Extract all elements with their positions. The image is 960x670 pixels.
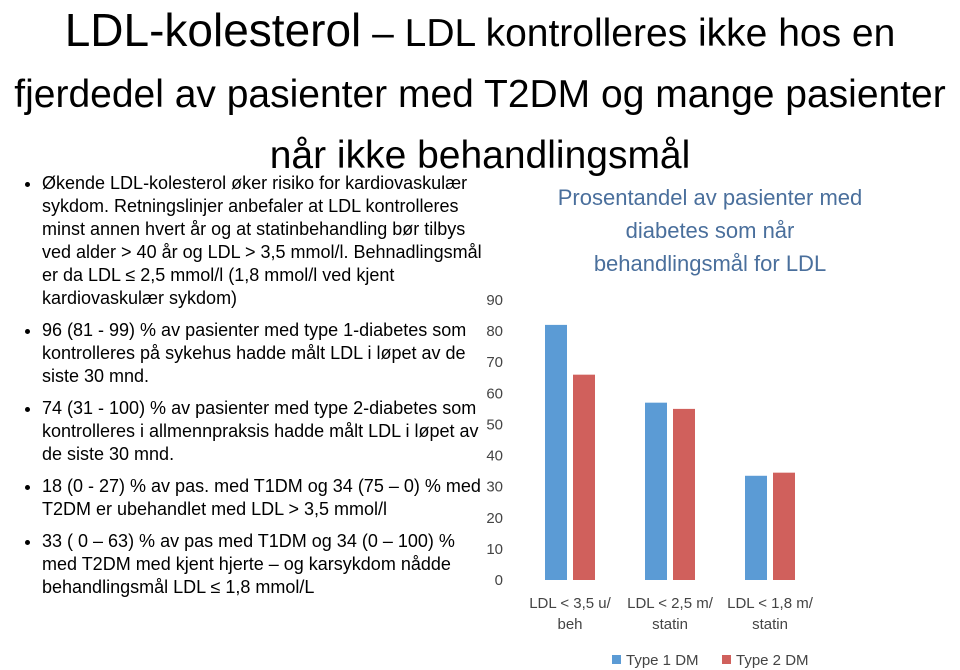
y-tick-label: 40 xyxy=(486,448,503,465)
x-tick-label: LDL < 1,8 m/ statin xyxy=(727,595,813,633)
bar xyxy=(773,472,795,580)
legend-label: Type 2 DM xyxy=(736,652,809,669)
bar xyxy=(545,324,567,580)
x-tick-label: LDL < 2,5 m/ statin xyxy=(627,595,713,633)
bar xyxy=(645,402,667,580)
bar xyxy=(745,475,767,580)
legend-swatch xyxy=(612,655,621,664)
y-tick-label: 0 xyxy=(495,572,503,589)
bullet: 74 (31 - 100) % av pasienter med type 2-… xyxy=(42,397,482,466)
chart-title: diabetes som når xyxy=(626,218,795,243)
y-tick-label: 10 xyxy=(486,541,503,558)
slide-title: LDL-kolesterol – LDL kontrolleres ikke h… xyxy=(0,0,960,186)
bullet-list: Økende LDL-kolesterol øker risiko for ka… xyxy=(22,172,482,608)
bullet: 18 (0 - 27) % av pas. med T1DM og 34 (75… xyxy=(42,475,482,521)
y-tick-label: 70 xyxy=(486,354,503,371)
y-tick-label: 90 xyxy=(486,292,503,309)
legend-label: Type 1 DM xyxy=(626,652,699,669)
bullet: Økende LDL-kolesterol øker risiko for ka… xyxy=(42,172,482,310)
bar xyxy=(673,408,695,580)
y-tick-label: 30 xyxy=(486,479,503,496)
title-main: LDL-kolesterol xyxy=(64,4,362,56)
y-tick-label: 50 xyxy=(486,416,503,433)
title-sub: – LDL kontrolleres ikke hos en fjerdedel… xyxy=(14,12,946,177)
bar xyxy=(573,374,595,580)
chart-title: behandlingsmål for LDL xyxy=(594,251,826,276)
y-tick-label: 60 xyxy=(486,385,503,402)
legend-swatch xyxy=(722,655,731,664)
y-tick-label: 20 xyxy=(486,510,503,527)
bullet: 33 ( 0 – 63) % av pas med T1DM og 34 (0 … xyxy=(42,530,482,599)
bullet: 96 (81 - 99) % av pasienter med type 1-d… xyxy=(42,319,482,388)
x-tick-label: LDL < 3,5 u/ beh xyxy=(529,595,611,633)
y-tick-label: 80 xyxy=(486,323,503,340)
chart-title: Prosentandel av pasienter med xyxy=(558,185,863,210)
